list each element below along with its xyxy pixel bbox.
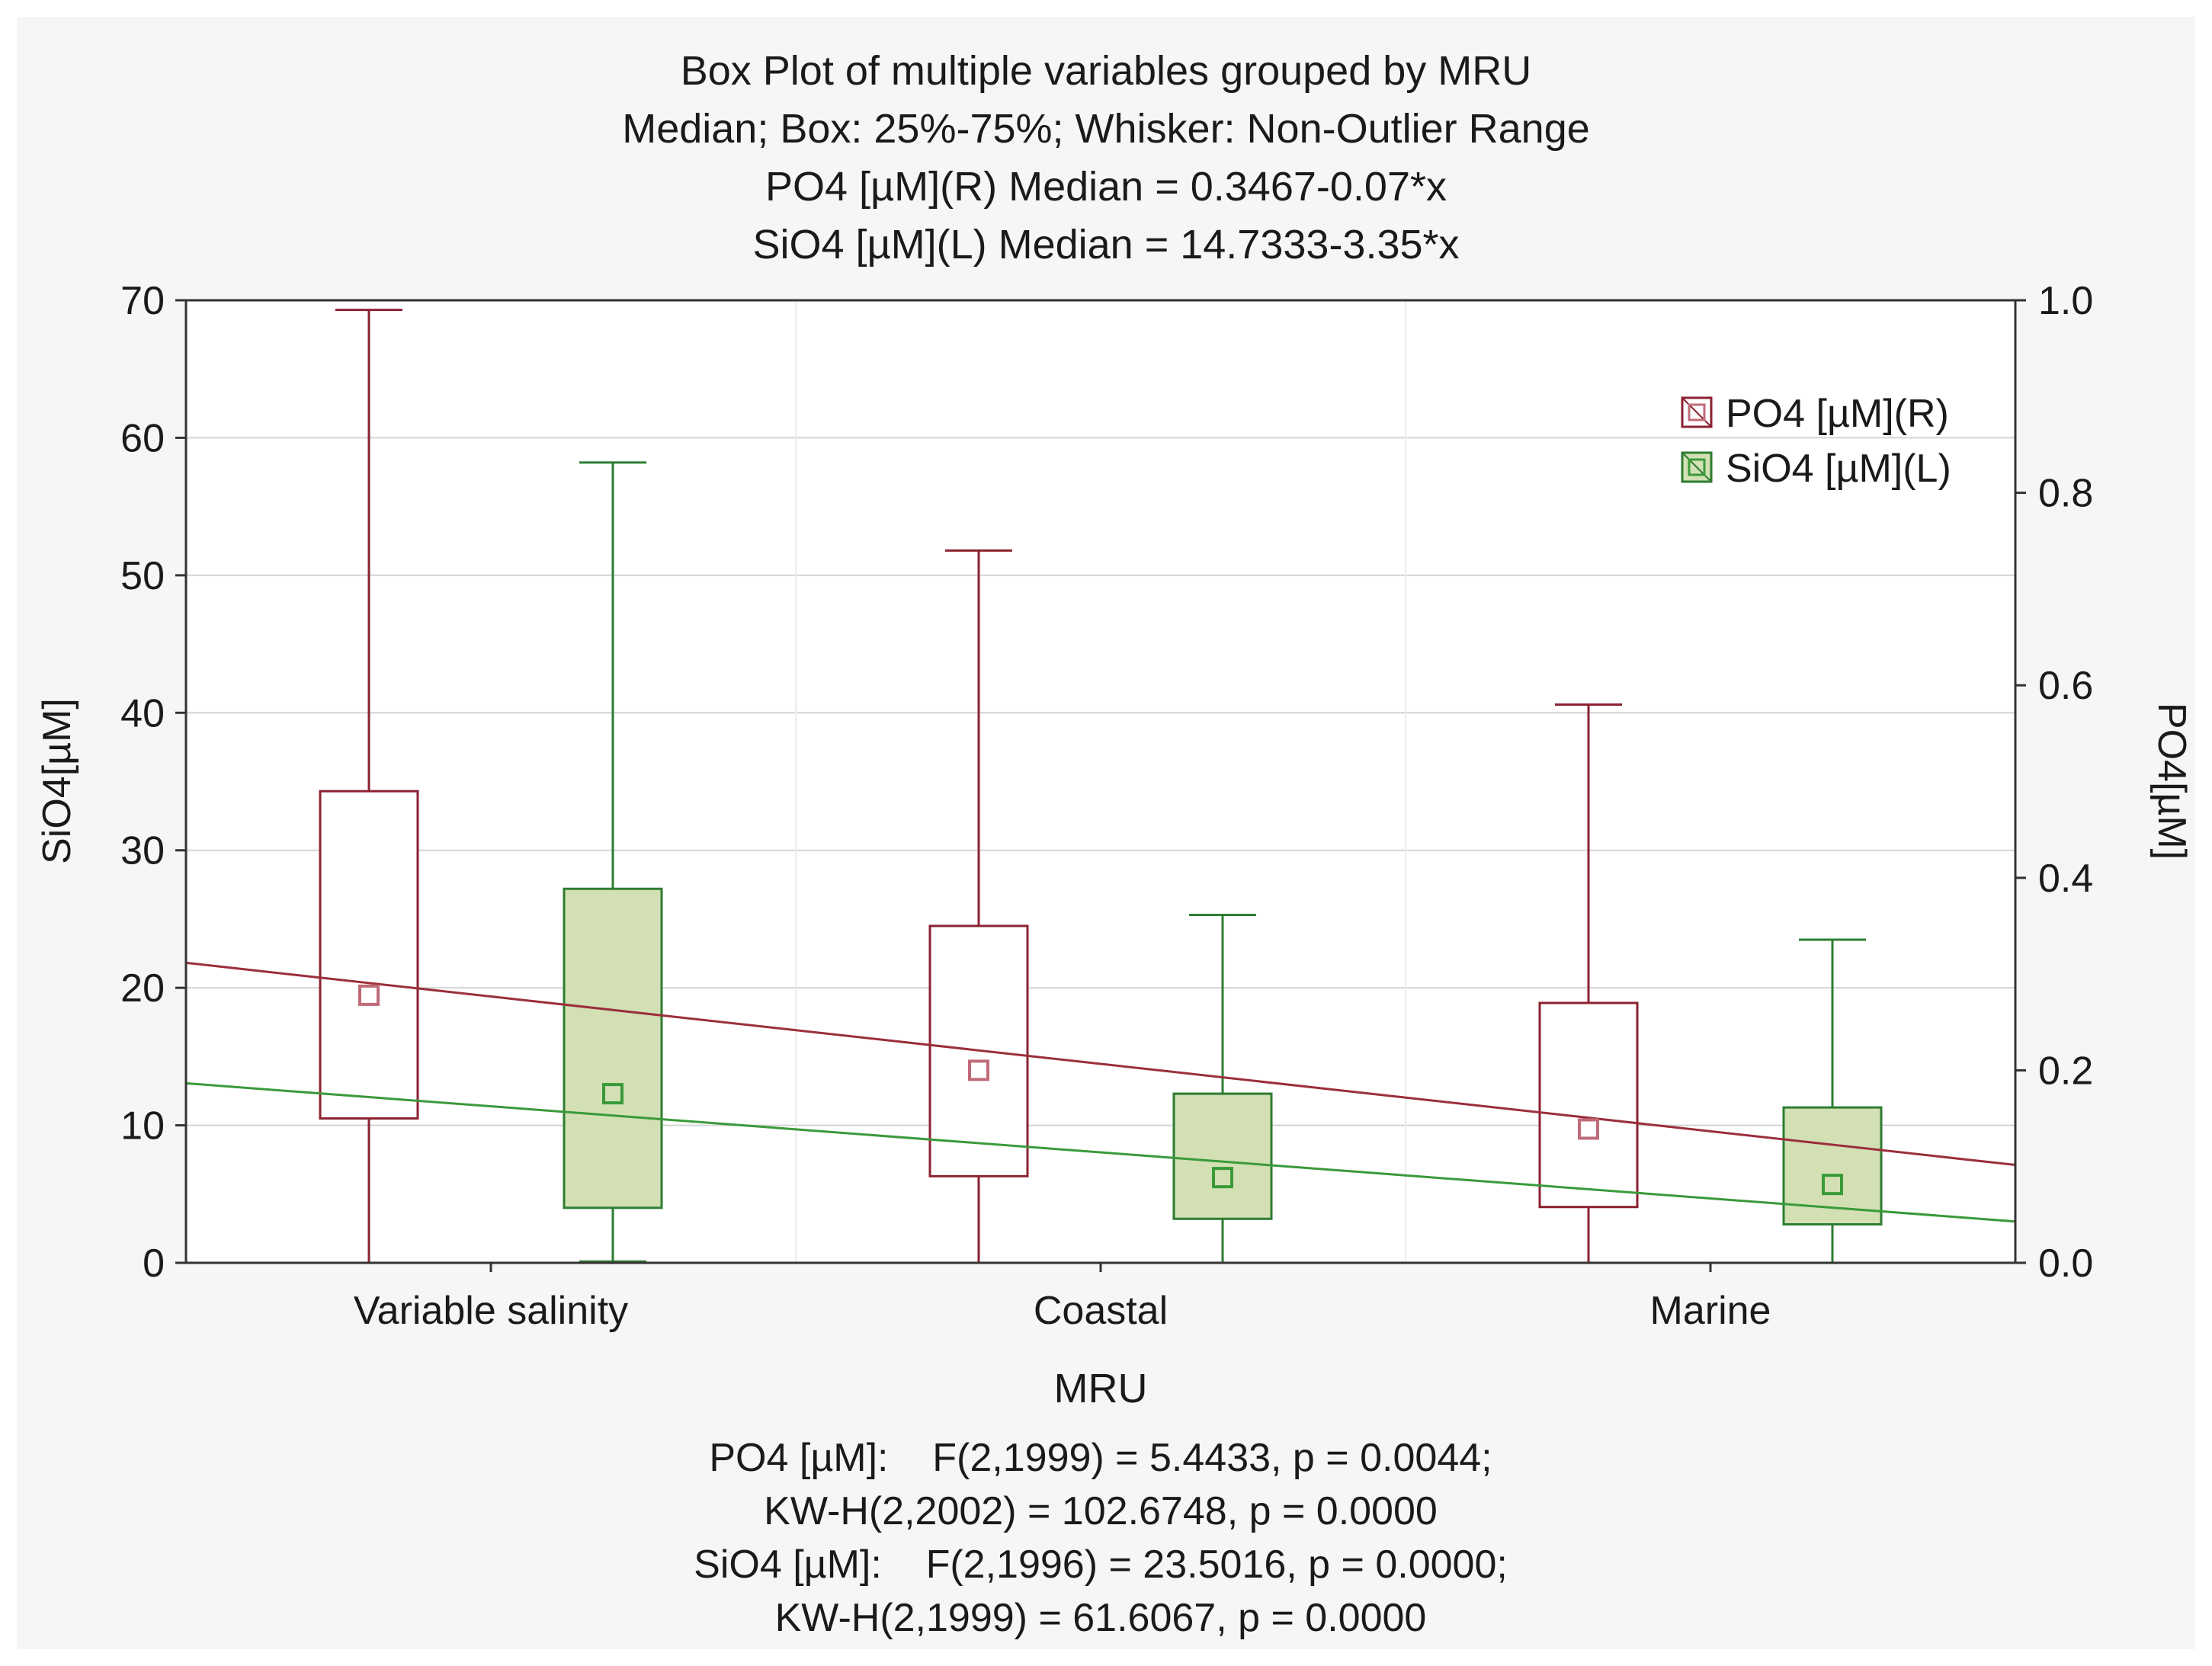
- title-line-1: Box Plot of multiple variables grouped b…: [681, 48, 1532, 94]
- stats-line-4: KW-H(2,1999) = 61.6067, p = 0.0000: [775, 1596, 1427, 1640]
- sio4-median-marker-1: [602, 1083, 624, 1105]
- right-tick-label-0.2: 0.2: [2038, 1049, 2093, 1093]
- left-tick-label-50: 50: [120, 554, 165, 598]
- left-tick-label-40: 40: [120, 691, 165, 735]
- po4-median-marker-2: [968, 1059, 989, 1081]
- right-tick-label-0.8: 0.8: [2038, 472, 2093, 516]
- y-axis-left-label: SiO4[µM]: [35, 698, 79, 864]
- title-line-2: Median; Box: 25%-75%; Whisker: Non-Outli…: [622, 106, 1590, 152]
- x-axis-label: MRU: [1054, 1366, 1148, 1411]
- left-tick-label-30: 30: [120, 829, 165, 873]
- x-tick-label-2: Coastal: [1034, 1289, 1168, 1333]
- x-tick-label-1: Variable salinity: [354, 1289, 628, 1333]
- legend-label-po4: PO4 [µM](R): [1726, 392, 1949, 436]
- chart-title: Box Plot of multiple variables grouped b…: [622, 48, 1590, 268]
- right-y-axis: 0.0 0.2 0.4 0.6 0.8 1.0: [2015, 279, 2093, 1286]
- right-tick-label-1.0: 1.0: [2038, 279, 2093, 323]
- title-line-3: PO4 [µM](R) Median = 0.3467-0.07*x: [765, 164, 1447, 210]
- po4-median-trend-line: [185, 961, 2016, 1167]
- left-tick-label-70: 70: [120, 279, 165, 323]
- left-y-axis: 0 10 20 30 40 50 60 70: [120, 279, 186, 1286]
- sio4-box-2: [1172, 1092, 1273, 1220]
- sio4-median-marker-3: [1822, 1174, 1843, 1196]
- right-tick-label-0.4: 0.4: [2038, 857, 2093, 901]
- left-tick-label-0: 0: [143, 1241, 165, 1286]
- po4-box-group-1: [319, 309, 419, 1264]
- left-tick-label-20: 20: [120, 966, 165, 1011]
- statistics-text: PO4 [µM]: F(2,1999) = 5.4433, p = 0.0044…: [694, 1436, 1508, 1640]
- category-dividers: [795, 300, 1406, 1263]
- legend-swatch-po4-stroke: [1681, 397, 1712, 428]
- sio4-box-group-1: [563, 461, 663, 1263]
- x-axis: Variable salinity Coastal Marine: [354, 1263, 1771, 1333]
- legend: PO4 [µM](R) SiO4 [µM](L): [1681, 392, 1951, 491]
- trend-lines: [185, 961, 2016, 1223]
- boxes-layer: [319, 309, 1883, 1264]
- po4-box-1: [319, 790, 419, 1120]
- sio4-box-group-2: [1172, 914, 1273, 1264]
- po4-box-3: [1538, 1001, 1639, 1209]
- sio4-median-marker-2: [1212, 1167, 1233, 1189]
- legend-marker-sio4: [1688, 458, 1706, 476]
- right-tick-label-0.0: 0.0: [2038, 1241, 2093, 1286]
- left-tick-label-60: 60: [120, 416, 165, 460]
- sio4-box-1: [563, 887, 663, 1209]
- po4-box-group-3: [1538, 703, 1639, 1264]
- sio4-median-trend-line: [185, 1081, 2016, 1223]
- title-line-4: SiO4 [µM](L) Median = 14.7333-3.35*x: [752, 222, 1459, 268]
- right-tick-label-0.6: 0.6: [2038, 664, 2093, 708]
- left-tick-label-10: 10: [120, 1104, 165, 1149]
- po4-median-marker-1: [358, 984, 380, 1006]
- plot-area: [186, 300, 2015, 1263]
- legend-label-sio4: SiO4 [µM](L): [1726, 447, 1951, 491]
- gridlines: [186, 437, 2015, 1126]
- legend-swatch-sio4-stroke: [1681, 452, 1712, 482]
- stats-line-3: SiO4 [µM]: F(2,1996) = 23.5016, p = 0.00…: [694, 1543, 1508, 1587]
- median-markers: [358, 984, 1843, 1196]
- legend-marker-po4: [1688, 403, 1706, 421]
- stats-line-1: PO4 [µM]: F(2,1999) = 5.4433, p = 0.0044…: [709, 1436, 1492, 1480]
- y-axis-right-label: PO4[µM]: [2149, 703, 2194, 860]
- x-tick-label-3: Marine: [1650, 1289, 1771, 1333]
- po4-median-marker-3: [1578, 1118, 1599, 1140]
- stats-line-2: KW-H(2,2002) = 102.6748, p = 0.0000: [764, 1489, 1438, 1533]
